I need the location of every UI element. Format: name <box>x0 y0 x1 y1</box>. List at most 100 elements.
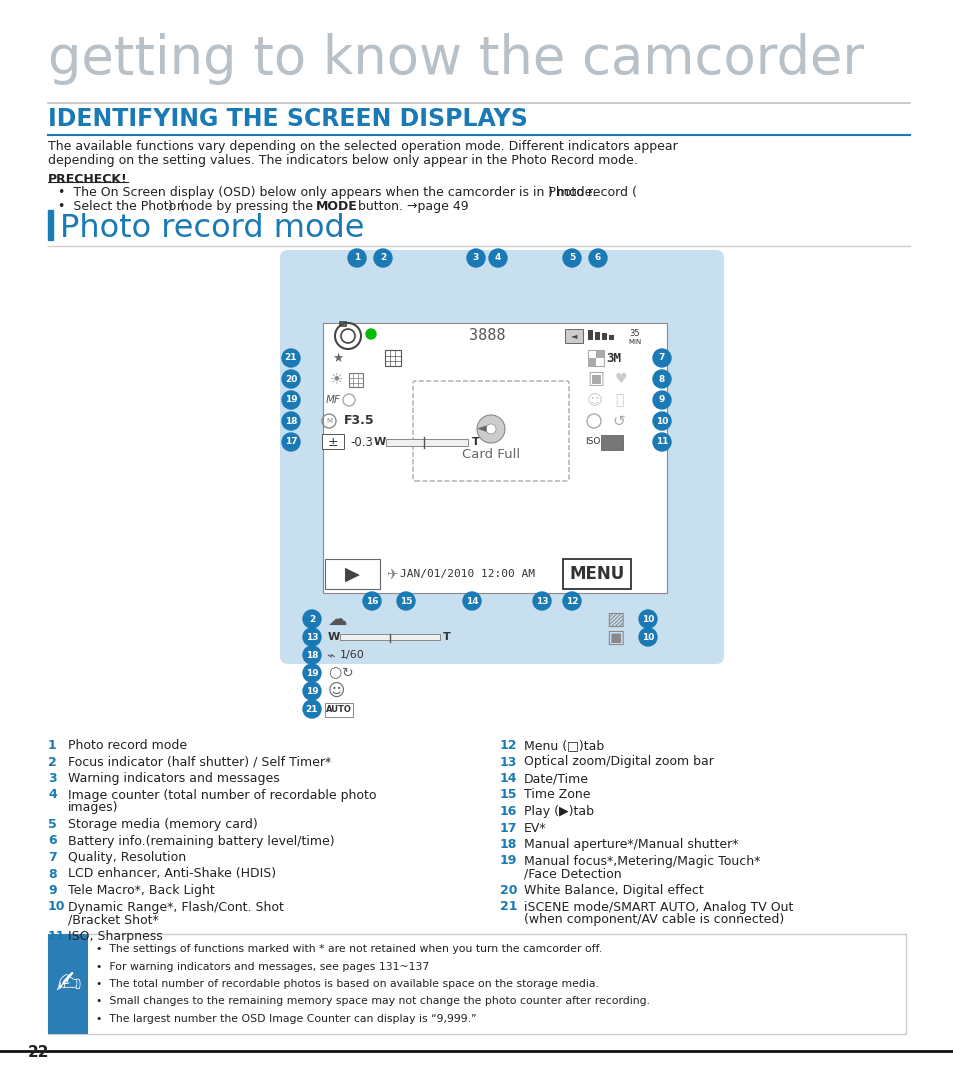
Text: ISO, Sharpness: ISO, Sharpness <box>68 930 163 943</box>
Text: 5: 5 <box>48 818 56 831</box>
Circle shape <box>652 370 670 388</box>
Circle shape <box>562 249 580 267</box>
Text: Tele Macro*, Back Light: Tele Macro*, Back Light <box>68 884 214 897</box>
Text: iSCENE mode/SMART AUTO, Analog TV Out: iSCENE mode/SMART AUTO, Analog TV Out <box>523 900 793 913</box>
Bar <box>48 934 905 1034</box>
Text: ◄: ◄ <box>570 332 577 340</box>
Text: Menu (□)tab: Menu (□)tab <box>523 739 603 752</box>
Text: 3: 3 <box>473 253 478 263</box>
Circle shape <box>588 249 606 267</box>
Text: 13: 13 <box>305 633 318 642</box>
Circle shape <box>303 628 320 646</box>
Circle shape <box>489 249 506 267</box>
Text: 3M: 3M <box>606 351 620 364</box>
Text: ) mode.: ) mode. <box>547 185 596 199</box>
Text: 14: 14 <box>499 772 517 786</box>
Text: MF: MF <box>326 395 340 405</box>
Text: 9: 9 <box>659 396 664 405</box>
Circle shape <box>396 592 415 610</box>
Text: MIN: MIN <box>628 339 641 345</box>
Text: 19: 19 <box>499 854 517 867</box>
Text: 8: 8 <box>659 374 664 384</box>
Text: Manual aperture*/Manual shutter*: Manual aperture*/Manual shutter* <box>523 838 738 851</box>
Text: ☀: ☀ <box>330 372 343 386</box>
Text: Manual focus*,Metering/Magic Touch*: Manual focus*,Metering/Magic Touch* <box>523 854 760 867</box>
Circle shape <box>282 412 299 430</box>
Text: Card Full: Card Full <box>461 447 519 460</box>
Text: ±: ± <box>327 435 338 448</box>
Text: •  The settings of functions marked with * are not retained when you turn the ca: • The settings of functions marked with … <box>96 944 601 954</box>
Text: 13: 13 <box>536 597 548 606</box>
Text: 4: 4 <box>48 789 56 802</box>
Circle shape <box>639 628 657 646</box>
Text: 19: 19 <box>284 396 297 405</box>
Text: Play (▶)tab: Play (▶)tab <box>523 805 594 818</box>
Text: 22: 22 <box>28 1045 50 1060</box>
Text: 12: 12 <box>499 739 517 752</box>
Circle shape <box>282 349 299 367</box>
Circle shape <box>562 592 580 610</box>
Text: 6: 6 <box>595 253 600 263</box>
Bar <box>322 434 344 449</box>
Circle shape <box>652 349 670 367</box>
Text: ★: ★ <box>332 351 343 364</box>
Text: ▨: ▨ <box>605 610 623 628</box>
Circle shape <box>652 391 670 409</box>
Text: W: W <box>374 437 386 447</box>
Text: 10: 10 <box>48 900 66 913</box>
Text: 1: 1 <box>48 739 56 752</box>
Text: MENU: MENU <box>569 565 624 583</box>
Text: 15: 15 <box>499 789 517 802</box>
Circle shape <box>348 249 366 267</box>
Text: 17: 17 <box>499 822 517 835</box>
Circle shape <box>282 391 299 409</box>
Text: Optical zoom/Digital zoom bar: Optical zoom/Digital zoom bar <box>523 755 713 768</box>
Circle shape <box>282 433 299 451</box>
Text: •  The total number of recordable photos is based on available space on the stor: • The total number of recordable photos … <box>96 979 598 990</box>
Bar <box>601 333 606 340</box>
Circle shape <box>374 249 392 267</box>
Circle shape <box>366 329 375 339</box>
FancyBboxPatch shape <box>413 381 568 481</box>
Text: 11: 11 <box>48 930 66 943</box>
Text: /Face Detection: /Face Detection <box>523 867 621 880</box>
Text: M: M <box>326 418 332 424</box>
Circle shape <box>533 592 551 610</box>
Bar <box>339 322 346 326</box>
Text: ☺: ☺ <box>328 682 345 700</box>
Circle shape <box>639 610 657 628</box>
Text: 16: 16 <box>365 597 377 606</box>
Text: 19: 19 <box>305 686 318 695</box>
Circle shape <box>303 664 320 682</box>
Circle shape <box>303 610 320 628</box>
Text: Warning indicators and messages: Warning indicators and messages <box>68 772 279 786</box>
Text: 19: 19 <box>305 669 318 678</box>
Text: ♥: ♥ <box>614 372 626 386</box>
Circle shape <box>485 424 496 434</box>
Circle shape <box>652 433 670 451</box>
Text: 10: 10 <box>641 614 654 623</box>
Bar <box>596 350 603 358</box>
Circle shape <box>462 592 480 610</box>
Circle shape <box>282 370 299 388</box>
Text: 18: 18 <box>499 838 517 851</box>
FancyBboxPatch shape <box>280 250 723 664</box>
Text: (when component/AV cable is connected): (when component/AV cable is connected) <box>523 913 783 926</box>
Text: Dynamic Range*, Flash/Cont. Shot: Dynamic Range*, Flash/Cont. Shot <box>68 900 284 913</box>
Bar <box>587 350 603 365</box>
Text: 2: 2 <box>379 253 386 263</box>
Text: ▣: ▣ <box>605 627 623 647</box>
Text: LCD enhancer, Anti-Shake (HDIS): LCD enhancer, Anti-Shake (HDIS) <box>68 867 275 880</box>
Text: ) mode by pressing the: ) mode by pressing the <box>168 200 316 213</box>
Text: AUTO: AUTO <box>326 706 352 715</box>
Text: 7: 7 <box>659 353 664 362</box>
Text: 7: 7 <box>48 851 56 864</box>
Bar <box>587 329 593 340</box>
Bar <box>600 435 622 449</box>
Text: 21: 21 <box>284 353 297 362</box>
Text: 14: 14 <box>465 597 477 606</box>
Text: ISO: ISO <box>584 437 599 446</box>
Text: 12: 12 <box>565 597 578 606</box>
Text: images): images) <box>68 802 118 815</box>
Text: 20: 20 <box>285 374 297 384</box>
